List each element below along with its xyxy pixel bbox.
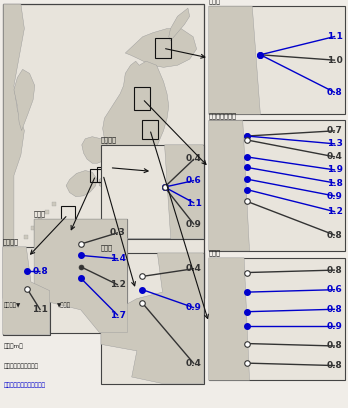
Bar	[209, 258, 345, 380]
Text: 0.9: 0.9	[186, 303, 202, 312]
Text: 1.2: 1.2	[110, 280, 126, 289]
Text: 0.9: 0.9	[327, 322, 343, 331]
Bar	[3, 247, 50, 335]
Text: 茨城県: 茨城県	[209, 250, 221, 256]
Polygon shape	[103, 61, 169, 186]
Polygon shape	[209, 120, 250, 251]
Polygon shape	[209, 258, 250, 380]
Text: 0.4: 0.4	[327, 153, 343, 162]
Text: 0.4: 0.4	[186, 359, 202, 368]
Bar	[101, 145, 204, 239]
Bar	[97, 167, 109, 182]
Bar	[209, 120, 345, 251]
Text: 1.1: 1.1	[186, 199, 202, 208]
Bar	[34, 219, 127, 333]
Text: 0.9: 0.9	[327, 192, 343, 201]
Text: 0.8: 0.8	[327, 231, 343, 240]
Polygon shape	[34, 219, 127, 333]
Text: 0.3: 0.3	[110, 228, 126, 237]
Text: 1.9: 1.9	[327, 166, 343, 175]
Text: 鹿児島県▼: 鹿児島県▼	[3, 302, 21, 308]
Polygon shape	[101, 145, 204, 239]
Text: 単位（m）: 単位（m）	[3, 344, 23, 349]
Text: 0.8: 0.8	[327, 341, 343, 350]
Bar	[101, 253, 204, 384]
Text: 1.0: 1.0	[327, 55, 343, 65]
Bar	[155, 38, 171, 58]
Text: 高知県: 高知県	[34, 211, 46, 217]
Text: 鹿児島県: 鹿児島県	[3, 239, 19, 245]
Polygon shape	[101, 253, 204, 384]
Text: 0.8: 0.8	[327, 88, 343, 97]
Text: 1.1: 1.1	[32, 306, 48, 315]
Text: 1.3: 1.3	[327, 140, 343, 149]
Bar	[134, 87, 150, 110]
Text: 0.7: 0.7	[327, 126, 343, 135]
Bar	[103, 160, 116, 175]
Text: 0.9: 0.9	[186, 220, 202, 229]
Text: 0.4: 0.4	[186, 264, 202, 273]
Text: 0.8: 0.8	[327, 361, 343, 370]
Bar	[61, 206, 75, 223]
Text: 青字は推定した津波の高さ: 青字は推定した津波の高さ	[3, 383, 46, 388]
Text: 黒字は検潮所の観測値: 黒字は検潮所の観測値	[3, 363, 39, 369]
Polygon shape	[169, 8, 190, 41]
Text: 0.4: 0.4	[186, 154, 202, 164]
Polygon shape	[125, 180, 155, 206]
Bar	[3, 4, 204, 298]
Text: 徳島県: 徳島県	[101, 245, 113, 251]
Text: 0.8: 0.8	[327, 266, 343, 275]
Text: 1.2: 1.2	[327, 207, 343, 216]
Polygon shape	[3, 247, 50, 335]
Text: 0.8: 0.8	[32, 267, 48, 276]
Polygon shape	[82, 137, 108, 163]
Polygon shape	[66, 171, 97, 197]
Text: 1.4: 1.4	[110, 254, 126, 263]
Polygon shape	[14, 69, 35, 131]
Text: ▼高知県: ▼高知県	[57, 302, 71, 308]
Polygon shape	[99, 173, 124, 189]
Text: 1.8: 1.8	[327, 179, 343, 188]
Text: 和歌山県: 和歌山県	[101, 137, 117, 143]
Text: 0.6: 0.6	[327, 285, 343, 294]
Text: 北海道: 北海道	[209, 0, 221, 4]
Text: 岩手県・宮城県: 岩手県・宮城県	[209, 112, 237, 119]
Polygon shape	[125, 29, 197, 67]
Text: 1.7: 1.7	[110, 311, 126, 320]
Text: 1.1: 1.1	[327, 32, 343, 41]
Bar	[90, 169, 102, 182]
Text: 0.8: 0.8	[327, 305, 343, 314]
Text: 0.6: 0.6	[186, 176, 202, 185]
Polygon shape	[209, 6, 260, 114]
Bar	[142, 120, 158, 139]
Bar	[209, 6, 345, 114]
Polygon shape	[3, 4, 24, 298]
